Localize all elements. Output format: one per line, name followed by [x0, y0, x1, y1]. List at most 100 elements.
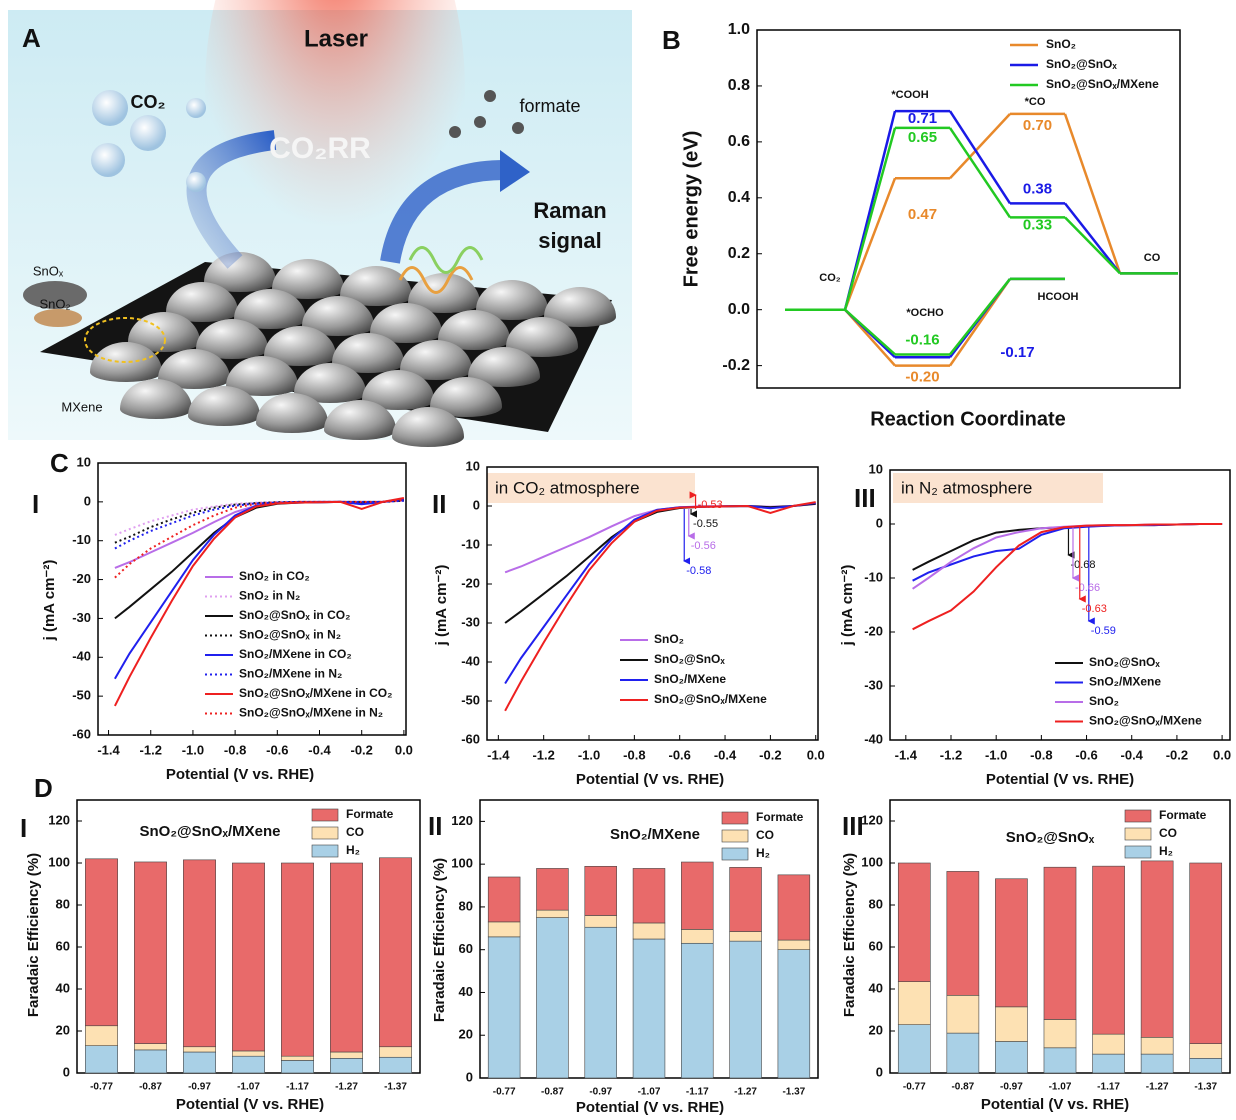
bar-segment: [995, 1007, 1027, 1042]
legend-label: SnO₂/MXene in N₂: [239, 667, 342, 681]
value-label: -0.16: [905, 331, 939, 348]
bar-segment: [730, 932, 762, 942]
mxene-label: MXene: [61, 399, 102, 414]
legend-label: SnO₂: [654, 632, 684, 646]
x-tick-label: -0.2: [350, 742, 372, 757]
x-tick-label: -0.6: [266, 742, 288, 757]
x-tick-label: -1.4: [895, 747, 918, 762]
y-tick-label: -40: [461, 653, 480, 668]
bar-segment: [134, 1050, 166, 1073]
x-tick-label: -1.27: [335, 1082, 358, 1093]
illustration: A Laser CO₂ formate CO₂RR Raman signal S…: [8, 0, 632, 447]
x-tick-label: -0.8: [623, 747, 645, 762]
bar-segment: [1190, 1058, 1222, 1073]
legend-label: SnO₂: [1046, 37, 1076, 51]
x-axis-label: Potential (V vs. RHE): [981, 1096, 1129, 1113]
y-tick-label: 20: [459, 1027, 473, 1042]
legend-label: CO: [346, 825, 364, 839]
bar-segment: [778, 940, 810, 950]
bar-segment: [183, 1052, 215, 1073]
sno2-label: SnO₂: [39, 296, 70, 311]
raman-label: Raman: [533, 198, 606, 223]
bar-segment: [778, 950, 810, 1078]
y-tick-label: -0.2: [722, 357, 750, 374]
chart-annotation: SnO₂@SnOₓ/MXene: [140, 823, 281, 840]
chart-annotation: in N₂ atmosphere: [901, 478, 1032, 497]
x-tick-label: -1.4: [97, 742, 120, 757]
legend-swatch: [312, 827, 338, 839]
bar-segment: [536, 910, 568, 917]
co2-bubble: [92, 90, 128, 126]
panel-label: B: [662, 25, 681, 55]
x-axis-label: Potential (V vs. RHE): [986, 771, 1134, 788]
legend-label: SnO₂@SnOₓ in N₂: [239, 628, 341, 642]
bar-segment: [488, 922, 520, 937]
y-tick-label: 80: [459, 898, 473, 913]
level-connector: [845, 178, 895, 309]
legend-label: H₂: [346, 843, 360, 857]
x-tick-label: -0.97: [589, 1087, 612, 1098]
value-label: 0.65: [908, 129, 937, 146]
x-axis-label: Potential (V vs. RHE): [166, 766, 314, 783]
legend-label: CO: [1159, 826, 1177, 840]
x-tick-label: -0.2: [1166, 747, 1188, 762]
bar-segment: [947, 1033, 979, 1073]
onset-label: -0.55: [693, 518, 718, 530]
bar-segment: [536, 868, 568, 910]
onset-label: -0.58: [686, 565, 711, 577]
co2-bubble: [130, 115, 166, 151]
y-axis-label: Faradaic Efficiency (%): [25, 853, 42, 1017]
panel-label: A: [22, 23, 41, 53]
bar-segment: [488, 937, 520, 1078]
y-tick-label: 40: [869, 980, 883, 995]
subpanel-label: I: [20, 813, 27, 843]
x-tick-label: -0.2: [759, 747, 781, 762]
subpanel-label: I: [32, 489, 39, 519]
legend-label: SnO₂ in N₂: [239, 589, 300, 603]
y-tick-label: -60: [461, 731, 480, 746]
legend-label: SnO₂@SnOₓ/MXene: [654, 692, 767, 706]
y-tick-label: 80: [56, 896, 70, 911]
bar-segment: [681, 862, 713, 929]
legend-label: SnO₂/MXene: [654, 672, 726, 686]
y-axis-label: j (mA cm⁻²): [839, 565, 856, 647]
y-axis-label: Faradaic Efficiency (%): [431, 858, 448, 1022]
bar-segment: [585, 866, 617, 915]
bar-segment: [898, 1025, 930, 1073]
y-axis-label: j (mA cm⁻²): [41, 560, 58, 642]
laser-label: Laser: [304, 25, 368, 52]
bar-segment: [1141, 1054, 1173, 1073]
y-tick-label: 0: [466, 1069, 473, 1084]
y-tick-label: 120: [861, 812, 883, 827]
value-label: 0.47: [908, 206, 937, 223]
level-connector: [950, 279, 1010, 355]
legend-swatch: [722, 812, 748, 824]
x-axis-label: Potential (V vs. RHE): [576, 1099, 724, 1115]
y-axis-label: j (mA cm⁻²): [433, 565, 450, 647]
y-tick-label: -50: [461, 692, 480, 707]
x-tick-label: -0.87: [951, 1082, 974, 1093]
x-tick-label: -1.07: [638, 1087, 661, 1098]
bar-segment: [232, 1051, 264, 1056]
bar-segment: [281, 1060, 313, 1073]
bar-segment: [330, 1052, 362, 1058]
level-annotation: CO: [1144, 252, 1161, 264]
y-tick-label: 100: [48, 854, 70, 869]
level-annotation: *OCHO: [906, 307, 944, 319]
legend-swatch: [312, 845, 338, 857]
legend-label: Formate: [1159, 808, 1207, 822]
value-label: 0.71: [908, 110, 937, 127]
legend-swatch: [1125, 810, 1151, 822]
legend-label: SnO₂@SnOₓ/MXene in N₂: [239, 706, 383, 720]
y-tick-label: 0: [876, 1064, 883, 1079]
bar-segment: [681, 929, 713, 943]
formate-molecule: [512, 122, 524, 134]
data-line: [505, 504, 816, 623]
value-label: 0.38: [1023, 180, 1052, 197]
x-tick-label: -1.37: [782, 1087, 805, 1098]
data-line: [913, 524, 1223, 570]
x-axis-label: Potential (V vs. RHE): [176, 1096, 324, 1113]
value-label: -0.17: [1000, 344, 1034, 361]
y-tick-label: 0.6: [728, 133, 750, 150]
x-axis-label: Reaction Coordinate: [870, 408, 1066, 430]
